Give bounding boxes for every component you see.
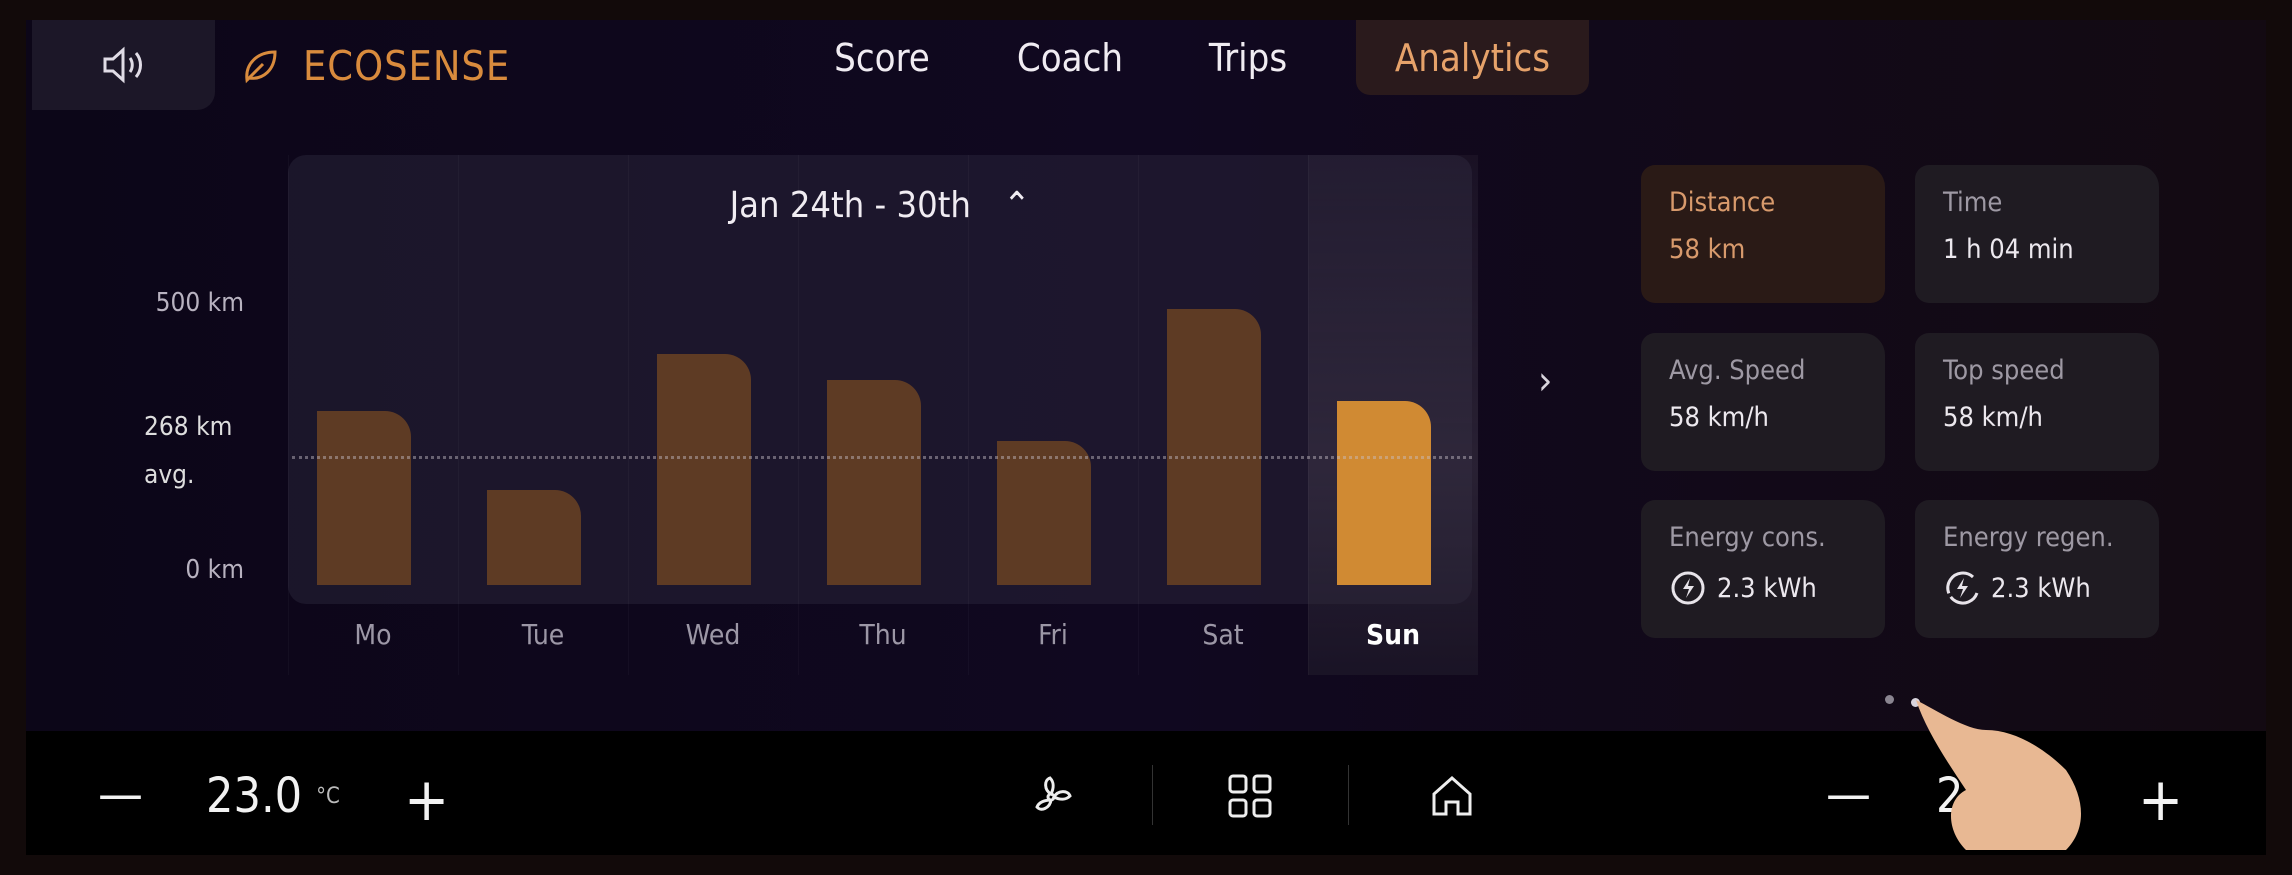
- brand-name: ECOSENSE: [303, 42, 511, 90]
- tab-trips[interactable]: Trips: [1188, 20, 1308, 95]
- chart-column[interactable]: [968, 155, 1138, 675]
- average-label: 268 km: [144, 411, 233, 442]
- tab-score[interactable]: Score: [807, 20, 957, 95]
- left-temp-decrease[interactable]: —: [98, 765, 143, 823]
- temp-unit: °C: [316, 783, 340, 809]
- stat-value: 1 h 04 min: [1943, 234, 2074, 265]
- date-range-label: Jan 24th - 30th: [729, 185, 971, 226]
- stat-value-row: 58 km/h: [1669, 402, 1857, 433]
- fan-button[interactable]: [1026, 772, 1076, 822]
- divider: [1348, 765, 1349, 825]
- tab-label: Score: [834, 35, 930, 80]
- stat-card-avg-speed[interactable]: Avg. Speed 58 km/h: [1641, 333, 1885, 471]
- y-tick-label: 500 km: [155, 287, 244, 318]
- left-temp-value: 23.0: [206, 768, 303, 824]
- stat-value: 2.3 kWh: [1991, 572, 2091, 604]
- apps-button[interactable]: [1226, 772, 1274, 820]
- y-tick-label: 0 km: [185, 555, 244, 585]
- home-icon: [1432, 775, 1472, 816]
- climate-bar: [26, 731, 2266, 855]
- brand-logo: ECOSENSE: [241, 42, 510, 90]
- stat-label: Top speed: [1943, 355, 2065, 386]
- bolt-regen-icon: [1946, 571, 1979, 605]
- fan-icon: [1035, 776, 1072, 811]
- left-temp: 23.0 °C: [206, 768, 340, 824]
- right-temp-decrease[interactable]: —: [1826, 765, 1871, 823]
- stat-value-row: 2.3 kWh: [1669, 569, 1857, 607]
- stat-label: Energy cons.: [1669, 522, 1826, 553]
- chevron-right-icon[interactable]: ›: [1538, 358, 1553, 404]
- x-tick-label: Sun: [1365, 618, 1421, 651]
- page-dot[interactable]: [1885, 695, 1894, 704]
- tab-label: Analytics: [1394, 35, 1551, 80]
- stat-value-row: 2.3 kWh: [1943, 569, 2131, 607]
- grid-icon: [1228, 774, 1272, 818]
- x-tick-label: Fri: [1038, 618, 1068, 651]
- stat-card-energy-regen[interactable]: Energy regen. 2.3 kWh: [1915, 500, 2159, 638]
- tab-label: Coach: [1016, 35, 1124, 80]
- tab-coach[interactable]: Coach: [995, 20, 1145, 95]
- tab-analytics[interactable]: Analytics: [1356, 20, 1589, 95]
- volume-button[interactable]: [32, 20, 215, 110]
- stat-value-row: 58 km: [1669, 234, 1857, 265]
- x-tick-label: Wed: [685, 618, 741, 651]
- stat-label: Avg. Speed: [1669, 355, 1806, 386]
- bar-tue[interactable]: [487, 489, 581, 585]
- average-label: avg.: [144, 459, 195, 490]
- stat-value: 58 km/h: [1669, 402, 1769, 433]
- stat-label: Time: [1943, 187, 2003, 218]
- x-tick-label: Tue: [521, 618, 565, 651]
- chevron-up-icon: ⌃: [1003, 185, 1031, 226]
- bar-sun[interactable]: [1337, 400, 1431, 585]
- stat-value-row: 1 h 04 min: [1943, 234, 2131, 265]
- stat-value-row: 58 km/h: [1943, 402, 2131, 433]
- x-tick-label: Sat: [1202, 618, 1244, 651]
- stat-card-energy-cons[interactable]: Energy cons. 2.3 kWh: [1641, 500, 1885, 638]
- stat-card-distance[interactable]: Distance 58 km: [1641, 165, 1885, 303]
- chart-column[interactable]: [458, 155, 628, 675]
- divider: [1152, 765, 1153, 825]
- left-temp-increase[interactable]: +: [404, 765, 450, 835]
- right-temp-increase[interactable]: +: [2138, 765, 2184, 835]
- infotainment-screen: ECOSENSE document.querySelectorAll('.nav…: [26, 20, 2266, 855]
- stat-value: 58 km/h: [1943, 402, 2043, 433]
- hand-pointer-overlay: [1916, 700, 2081, 850]
- bar-sat[interactable]: [1167, 308, 1261, 585]
- stat-card-time[interactable]: Time 1 h 04 min: [1915, 165, 2159, 303]
- stat-label: Energy regen.: [1943, 522, 2114, 553]
- stat-value: 2.3 kWh: [1717, 572, 1817, 604]
- page-dot-active[interactable]: [1911, 698, 1920, 707]
- x-tick-label: Mo: [354, 618, 392, 651]
- stat-value: 58 km: [1669, 234, 1746, 265]
- tab-label: Trips: [1208, 35, 1288, 80]
- leaf-icon: [245, 50, 277, 84]
- stat-label: Distance: [1669, 187, 1776, 218]
- bar-mo[interactable]: [317, 411, 411, 585]
- stat-card-top-speed[interactable]: Top speed 58 km/h: [1915, 333, 2159, 471]
- bar-thu[interactable]: [827, 380, 921, 585]
- bar-wed[interactable]: [657, 353, 751, 585]
- average-line: [292, 455, 1472, 459]
- bar-fri[interactable]: [997, 440, 1091, 585]
- home-button[interactable]: [1428, 772, 1476, 820]
- bolt-circle-icon: [1671, 571, 1705, 605]
- speaker-icon: [103, 46, 142, 84]
- x-tick-label: Thu: [859, 618, 907, 651]
- date-range-selector[interactable]: Jan 24th - 30th ⌃: [288, 185, 1472, 226]
